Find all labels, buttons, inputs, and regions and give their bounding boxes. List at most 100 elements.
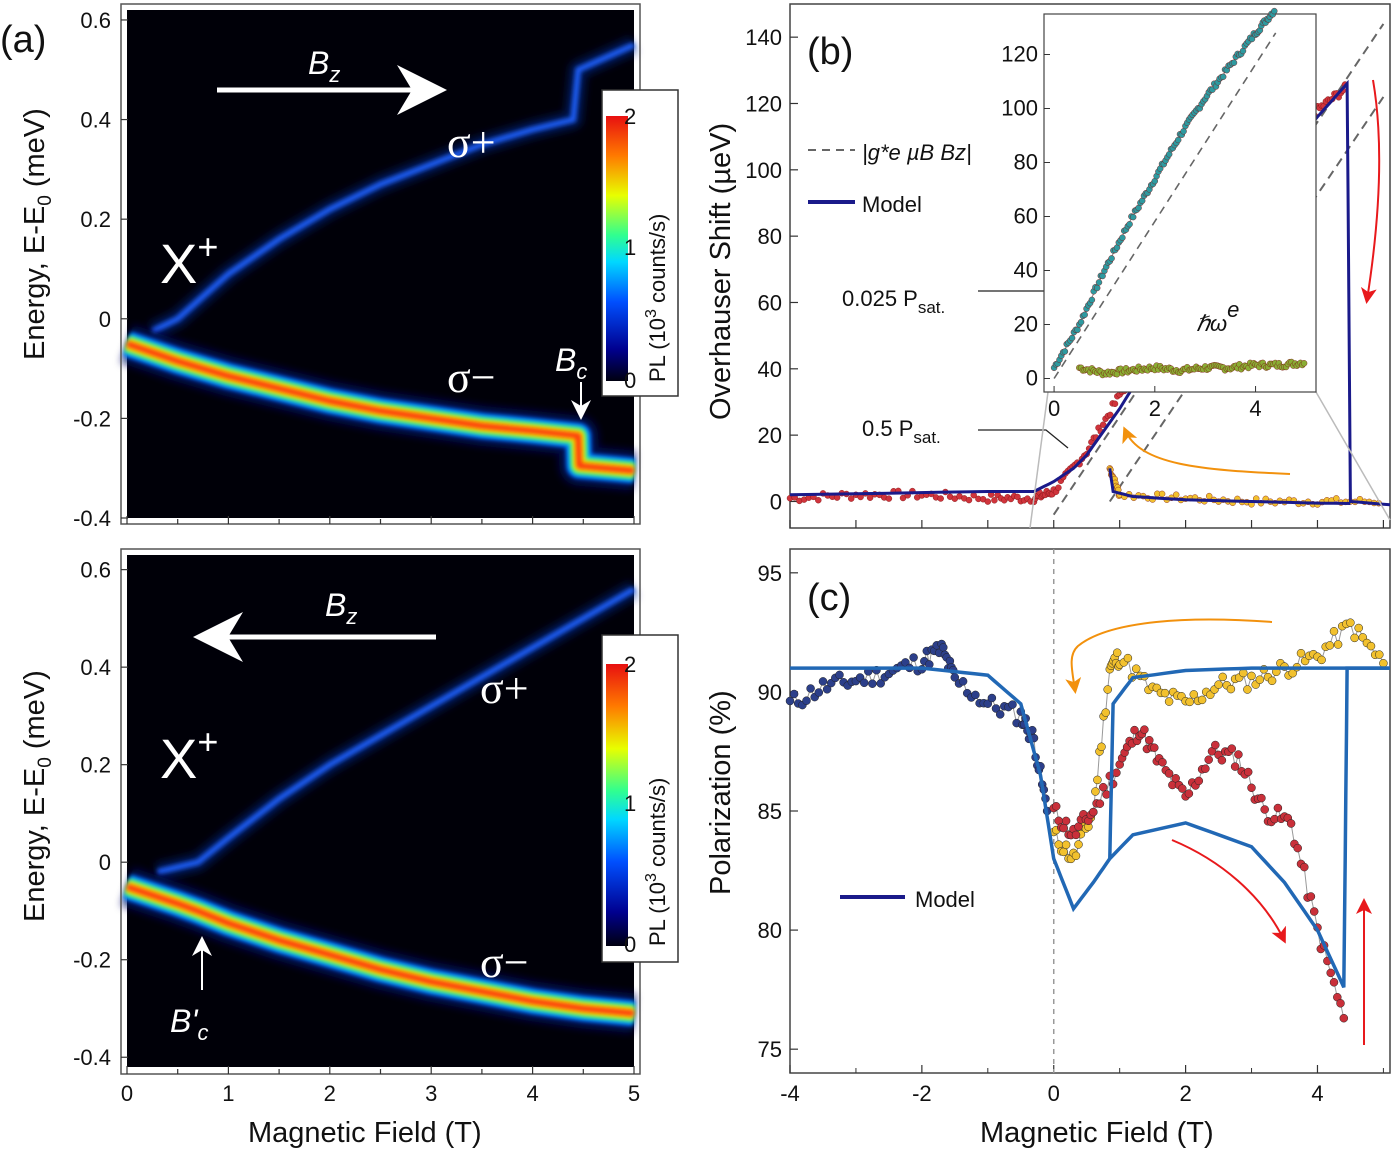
- data-point-red: [1107, 411, 1114, 419]
- data-point-navy: [983, 699, 993, 708]
- colorbar-label: PL (103 counts/s): [643, 214, 670, 382]
- data-point-yellow: [1379, 659, 1388, 668]
- data-point-red: [1184, 789, 1194, 798]
- inset-point-teal: [1088, 296, 1096, 304]
- data-point-red: [1178, 784, 1187, 793]
- data-point-red: [815, 497, 822, 504]
- data-point-red: [937, 495, 944, 502]
- model-line-switch: [1108, 666, 1390, 859]
- inset-x-tick-label: 0: [1048, 396, 1060, 421]
- data-point-yellow: [1091, 787, 1100, 796]
- data-point-yellow: [1189, 690, 1199, 699]
- data-point-yellow: [1267, 676, 1277, 686]
- data-point-red: [1286, 819, 1296, 828]
- data-point-red: [1095, 799, 1105, 808]
- inset-dashed-line: [1053, 32, 1277, 379]
- data-point-red: [1326, 968, 1335, 978]
- panel-label-b: (b): [807, 31, 853, 73]
- data-point-red: [1247, 783, 1256, 793]
- data-point-red: [1171, 774, 1180, 783]
- data-point-red: [1112, 768, 1121, 778]
- data-point-navy: [1008, 700, 1017, 709]
- data-point-navy: [939, 643, 948, 652]
- data-point-red: [1150, 743, 1159, 752]
- y-tick-label: 95: [758, 561, 782, 586]
- spectral-traces: [120, 36, 638, 491]
- data-point-red: [1211, 740, 1220, 750]
- y-tick-label: 0: [770, 489, 782, 514]
- data-point-red: [1201, 764, 1210, 773]
- data-point-navy: [995, 710, 1005, 719]
- x-tick-label: 1: [222, 1081, 234, 1106]
- colorbar-gradient: [606, 116, 628, 381]
- sigma-minus-label: σ−: [480, 938, 529, 987]
- zoom-line: [1029, 391, 1049, 529]
- sweep-arrow-orange: [1065, 618, 1273, 694]
- inset-y-tick-label: 0: [1026, 366, 1038, 391]
- data-point-yellow: [1325, 641, 1335, 650]
- dashed-zeeman-line: [1052, 23, 1385, 516]
- data-point-navy: [868, 679, 877, 688]
- colorbar-top: 2 1 0 PL (103 counts/s): [601, 89, 679, 397]
- x-tick-label: -4: [780, 1081, 800, 1106]
- data-point-red: [1140, 725, 1149, 734]
- inset-y-tick-label: 60: [1014, 204, 1038, 229]
- data-point-yellow: [1103, 685, 1112, 694]
- data-point-red: [885, 495, 893, 502]
- y-tick-label: 120: [745, 91, 782, 116]
- data-point-red: [1061, 816, 1071, 826]
- data-point-yellow: [1354, 623, 1363, 633]
- sigma-minus-core: [126, 883, 635, 1017]
- data-point-yellow: [1101, 708, 1110, 717]
- data-point-yellow: [1346, 618, 1355, 627]
- data-point-navy: [987, 693, 997, 703]
- x-tick-label: 4: [1311, 1081, 1323, 1106]
- data-point-navy: [806, 684, 815, 693]
- colorbar-tick: 2: [624, 104, 636, 129]
- y-tick-label: 100: [745, 158, 782, 183]
- inset-point-teal: [1129, 213, 1137, 221]
- sigma-minus-core: [126, 340, 635, 474]
- data-point-red: [1164, 769, 1174, 778]
- sigma-plus-label: σ+: [480, 664, 529, 713]
- data-point-red: [1059, 823, 1068, 833]
- sigma-minus-label: σ−: [447, 353, 496, 402]
- data-point-navy: [818, 677, 828, 686]
- data-point-yellow: [1112, 648, 1122, 657]
- inset-point-teal: [1219, 73, 1227, 81]
- data-point-navy: [814, 688, 824, 697]
- zoom-line: [1315, 391, 1391, 521]
- legend-model-label: Model: [915, 887, 975, 912]
- x-tick-label: 4: [526, 1081, 538, 1106]
- legend-model-label: Model: [862, 192, 922, 217]
- data-point-yellow: [1160, 688, 1170, 698]
- y-tick-label: 0: [99, 850, 111, 875]
- y-tick-label: 0.4: [80, 108, 111, 133]
- data-point-red: [1055, 484, 1062, 491]
- inset-point-teal: [1068, 334, 1076, 342]
- critical-field-label: Bc: [555, 342, 587, 384]
- critical-field-label: B'c: [170, 1003, 208, 1045]
- inset-point-teal: [1180, 128, 1187, 135]
- spectral-traces: [120, 581, 639, 1034]
- panel-a-top: 0.6 0.4 0.2 0 -0.2 -0.4 (a) Energy, E-E0 (meV…: [0, 3, 679, 531]
- data-point-yellow: [1131, 664, 1141, 673]
- data-point-red: [1014, 493, 1021, 501]
- data-point-yellow: [1226, 684, 1236, 694]
- inset-point-teal: [1108, 255, 1115, 262]
- inset-point-teal: [1230, 59, 1238, 66]
- data-point-yellow: [1123, 653, 1133, 663]
- data-point-red: [1099, 421, 1107, 428]
- x-tick-label: 3: [425, 1081, 437, 1106]
- colorbar-tick: 1: [624, 791, 636, 816]
- data-point-navy: [835, 670, 844, 680]
- x-axis-label-a: Magnetic Field (T): [248, 1117, 482, 1149]
- data-point-yellow: [1333, 640, 1343, 649]
- y-axis-label-top: Energy, E-E0 (meV): [19, 108, 56, 360]
- data-point-yellow: [1059, 847, 1068, 857]
- inset-x-tick-label: 4: [1249, 396, 1261, 421]
- data-point-yellow: [1185, 697, 1194, 707]
- y-tick-label: 0.4: [80, 655, 111, 680]
- sweep-arrow-orange: [1122, 426, 1291, 475]
- inset-point-teal: [1119, 234, 1126, 241]
